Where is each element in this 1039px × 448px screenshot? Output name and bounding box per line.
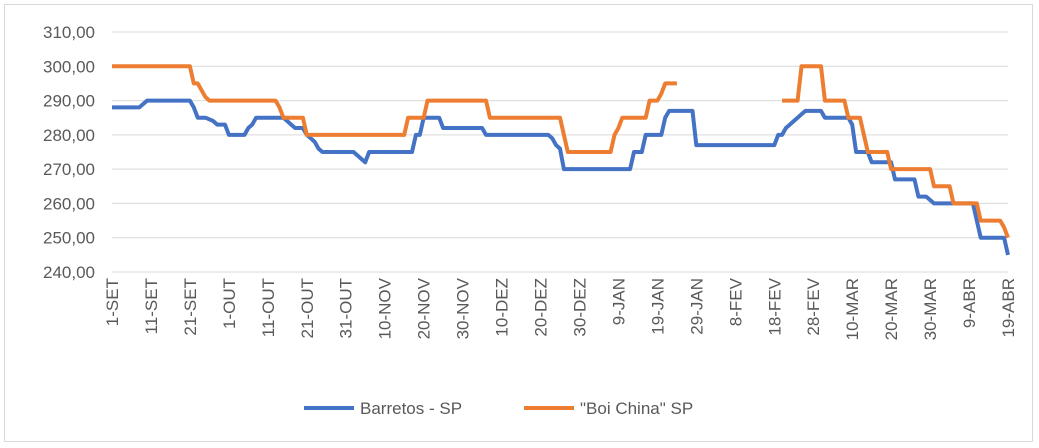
x-tick-label: 30-DEZ (570, 278, 589, 337)
x-tick-label: 19-JAN (648, 278, 667, 335)
x-tick-label: 18-FEV (765, 277, 784, 335)
y-tick-label: 280,00 (43, 126, 95, 145)
x-tick-label: 30-NOV (454, 277, 473, 339)
x-tick-label: 11-SET (142, 278, 161, 334)
y-axis-ticks: 240,00 250,00 260,00 270,00 280,00 290,00 300,… (43, 23, 95, 282)
series-lines (112, 64, 1010, 256)
x-tick-label: 1-OUT (220, 278, 239, 329)
x-tick-label: 10-MAR (843, 278, 862, 340)
legend[interactable]: Barretos - SP "Boi China" SP (304, 399, 693, 418)
x-tick-label: 10-NOV (376, 277, 395, 339)
legend-label-boi-china: "Boi China" SP (580, 399, 693, 418)
x-tick-label: 9-JAN (609, 278, 628, 325)
x-tick-label: 20-NOV (415, 277, 434, 339)
x-tick-label: 10-DEZ (493, 278, 512, 337)
x-tick-label: 29-JAN (687, 278, 706, 335)
x-tick-label: 20-DEZ (532, 278, 551, 337)
x-tick-label: 21-OUT (298, 278, 317, 338)
x-tick-label: 9-ABR (960, 278, 979, 328)
y-tick-label: 240,00 (43, 263, 95, 282)
series-line-barretos (112, 98, 1010, 256)
x-tick-label: 28-FEV (804, 277, 823, 335)
x-tick-label: 1-SET (103, 278, 122, 326)
series-line-boi-china (112, 64, 1010, 239)
y-tick-label: 300,00 (43, 57, 95, 76)
x-tick-label: 21-SET (181, 278, 200, 336)
y-tick-label: 310,00 (43, 23, 95, 42)
x-tick-label: 20-MAR (882, 278, 901, 340)
y-tick-label: 270,00 (43, 160, 95, 179)
x-tick-label: 19-ABR (999, 278, 1018, 338)
y-tick-label: 250,00 (43, 229, 95, 248)
x-tick-label: 8-FEV (726, 277, 745, 326)
y-tick-label: 260,00 (43, 194, 95, 213)
x-axis-ticks: 1-SET 11-SET 21-SET 1-OUT 11-OUT 21-OUT 31-OUT… (103, 277, 1039, 340)
x-tick-label: 29-ABR (1038, 278, 1039, 338)
x-tick-label: 31-OUT (337, 278, 356, 338)
x-tick-label: 11-OUT (259, 278, 278, 337)
chart-frame (4, 4, 1033, 442)
y-tick-label: 290,00 (43, 92, 95, 111)
x-tick-label: 30-MAR (921, 278, 940, 340)
legend-label-barretos: Barretos - SP (360, 399, 462, 418)
